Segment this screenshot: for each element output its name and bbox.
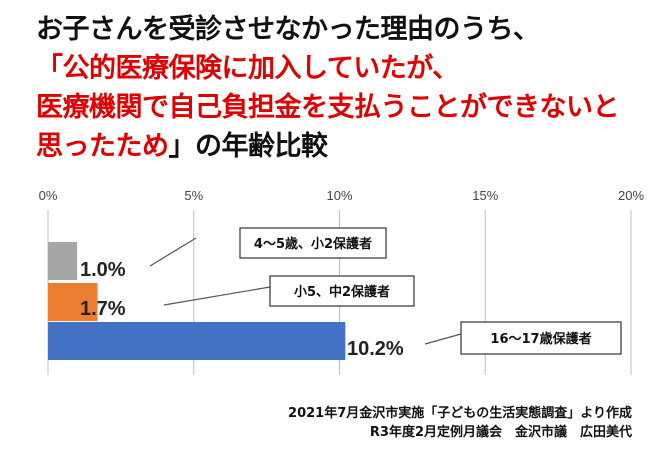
source-line-1: 2021年7月金沢市実施「子どもの生活実態調査」より作成: [288, 406, 632, 421]
bar-value-label-0: 1.0%: [80, 259, 126, 281]
callout-leader-2: [424, 333, 462, 345]
x-tick-label-2: 10%: [326, 188, 352, 203]
bar-0: [48, 242, 78, 280]
title-line-2: 「公的医療保険に加入していたが、: [36, 53, 459, 84]
title-line-3: 医療機関で自己負担金を支払うことができないと: [36, 92, 620, 123]
chart-title: お子さんを受診させなかった理由のうち、 「公的医療保険に加入していたが、 医療機…: [36, 10, 666, 166]
callout-leader-1: [163, 286, 271, 306]
category-label-0: 4～5歳、小2保護者: [254, 236, 372, 252]
callout-leader-0: [149, 237, 197, 267]
bar-2: [48, 322, 346, 360]
title-line-4-rest: 」の年齢比較: [168, 131, 329, 162]
category-label-2: 16～17歳保護者: [490, 331, 591, 347]
title-line-4-red: 思ったため: [36, 131, 169, 162]
category-label-1: 小5、中2保護者: [294, 284, 390, 300]
title-line-4: 思ったため」の年齢比較: [36, 127, 666, 166]
callout-box-0: [239, 227, 387, 259]
title-line-1: お子さんを受診させなかった理由のうち、: [36, 14, 540, 45]
bar-value-label-2: 10.2%: [347, 338, 404, 360]
source-note: 2021年7月金沢市実施「子どもの生活実態調査」より作成 R3年度2月定例月議会…: [288, 404, 632, 442]
callout-box-2: [460, 321, 622, 355]
bar-1: [48, 283, 98, 321]
callout-box-1: [269, 275, 415, 307]
x-tick-label-3: 15%: [472, 188, 498, 203]
bar-value-label-1: 1.7%: [80, 298, 126, 320]
x-tick-label-4: 20%: [618, 188, 644, 203]
x-tick-label-1: 5%: [184, 188, 203, 203]
x-tick-label-0: 0%: [39, 188, 58, 203]
source-line-2: R3年度2月定例月議会 金沢市議 広田美代: [369, 425, 632, 440]
